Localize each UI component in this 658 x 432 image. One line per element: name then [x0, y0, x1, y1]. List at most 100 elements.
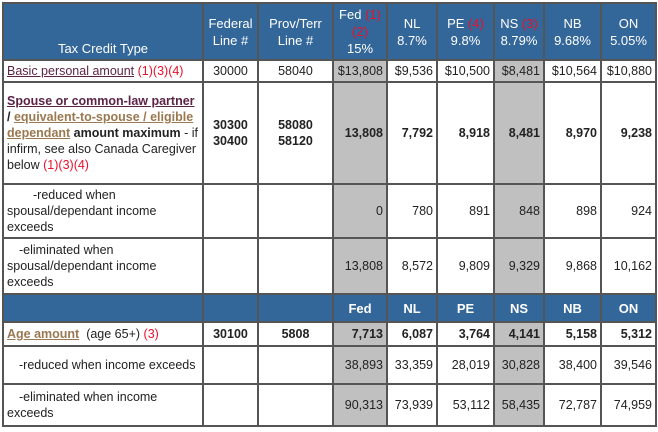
prov-line: 5808 — [257, 321, 334, 347]
t: 30300 — [213, 118, 248, 132]
subheader-ns: NS — [493, 293, 545, 323]
cell: 38,893 — [332, 345, 388, 385]
t: -eliminated when spousal/dependant incom… — [7, 243, 157, 289]
table-row: Spouse or common-law partner / equivalen… — [2, 81, 657, 185]
header-on: ON 5.05% — [600, 2, 657, 61]
cell: 5,312 — [600, 321, 657, 347]
t: Line # — [277, 32, 314, 48]
t: / — [7, 110, 11, 124]
header-pe: PE (4) 9.8% — [436, 2, 495, 61]
t: 8.79% — [500, 32, 538, 48]
empty — [257, 183, 334, 239]
t: ON — [618, 15, 639, 31]
age-amount-link[interactable]: Age amount — [7, 327, 80, 341]
cell: 9,329 — [493, 237, 545, 295]
t: Line # — [212, 32, 249, 48]
cell: 7,792 — [386, 81, 438, 185]
cell: 4,141 — [493, 321, 545, 347]
empty — [202, 383, 259, 427]
row-label: -reduced when spousal/dependant income e… — [2, 183, 204, 239]
prov-line: 58040 — [257, 59, 334, 83]
cell: 5,158 — [543, 321, 602, 347]
cell: 7,713 — [332, 321, 388, 347]
table-row: -reduced when income exceeds 38,893 33,3… — [2, 345, 657, 385]
cell: 8,481 — [493, 81, 545, 185]
t: 30400 — [213, 134, 248, 148]
header-fed-line: Federal Line # — [202, 2, 259, 61]
header-prov-line: Prov/Terr Line # — [257, 2, 334, 61]
empty — [202, 293, 259, 323]
t: 9.8% — [450, 32, 481, 48]
row-label: Spouse or common-law partner / equivalen… — [2, 81, 204, 185]
subheader-nb: NB — [543, 293, 602, 323]
t: 8.7% — [397, 32, 427, 48]
header-ns: NS (3) 8.79% — [493, 2, 545, 61]
t: -reduced when income exceeds — [19, 358, 196, 372]
cell: 8,918 — [436, 81, 495, 185]
table-row: -eliminated when spousal/dependant incom… — [2, 237, 657, 295]
row-label: -eliminated when spousal/dependant incom… — [2, 237, 204, 295]
t: NS — [500, 15, 519, 31]
subheader-pe: PE — [436, 293, 495, 323]
row-label: -reduced when income exceeds — [2, 345, 204, 385]
cell: 13,808 — [332, 237, 388, 295]
cell: 33,359 — [386, 345, 438, 385]
cell: 9,868 — [543, 237, 602, 295]
fed-line: 30000 — [202, 59, 259, 83]
cell: $10,564 — [543, 59, 602, 83]
cell: 72,787 — [543, 383, 602, 427]
empty — [2, 293, 204, 323]
cell: 3,764 — [436, 321, 495, 347]
cell: $8,481 — [493, 59, 545, 83]
t: Federal — [208, 15, 253, 31]
t: 58120 — [278, 134, 313, 148]
cell: $9,536 — [386, 59, 438, 83]
t: NL — [403, 15, 421, 31]
cell: 58,435 — [493, 383, 545, 427]
t: 9.68% — [554, 32, 591, 48]
spouse-link[interactable]: Spouse or common-law partner — [7, 94, 195, 108]
cell: 9,809 — [436, 237, 495, 295]
cell: 39,546 — [600, 345, 657, 385]
empty — [257, 345, 334, 385]
header-nl: NL 8.7% — [386, 2, 438, 61]
cell: 8,572 — [386, 237, 438, 295]
footnote[interactable]: (3) — [521, 15, 538, 31]
footnote[interactable]: (3) — [143, 327, 159, 341]
t: amount maximum — [70, 126, 181, 140]
footnote[interactable]: (1)(3)(4) — [137, 64, 184, 78]
cell: 780 — [386, 183, 438, 239]
table-row: Basic personal amount (1)(3)(4) 30000 58… — [2, 59, 657, 83]
footnote[interactable]: (4) — [468, 15, 484, 31]
prov-line: 58080 58120 — [257, 81, 334, 185]
tax-credit-table: Tax Credit Type Federal Line # Prov/Terr L… — [2, 2, 657, 427]
footnote[interactable]: (1)(2) — [352, 7, 381, 39]
t: 58080 — [278, 118, 313, 132]
cell: 9,238 — [600, 81, 657, 185]
t: - if infirm, see also Canada Caregiver b… — [7, 126, 198, 172]
subheader-nl: NL — [386, 293, 438, 323]
header-type-text: Tax Credit Type — [57, 41, 149, 56]
t: NB — [563, 15, 582, 31]
equivalent-to-spouse-link[interactable]: equivalent-to-spouse / eligible dependan… — [7, 110, 194, 140]
cell: 6,087 — [386, 321, 438, 347]
t: (age 65+) — [86, 327, 141, 341]
t: Prov/Terr — [269, 15, 322, 31]
cell: 30,828 — [493, 345, 545, 385]
t: 15% — [346, 41, 374, 56]
cell: 53,112 — [436, 383, 495, 427]
t: -reduced when spousal/dependant income e… — [7, 188, 157, 234]
basic-personal-amount-link[interactable]: Basic personal amount — [7, 64, 135, 78]
cell: 74,959 — [600, 383, 657, 427]
fed-line: 30300 30400 — [202, 81, 259, 185]
cell: $13,808 — [332, 59, 388, 83]
cell: 924 — [600, 183, 657, 239]
header-fed: Fed (1)(2) 15% — [332, 2, 388, 61]
empty — [202, 237, 259, 295]
cell: 38,400 — [543, 345, 602, 385]
header-nb: NB 9.68% — [543, 2, 602, 61]
t: PE — [447, 15, 465, 31]
footnote[interactable]: (1)(3)(4) — [43, 158, 89, 172]
table-row: Age amount (age 65+) (3) 30100 5808 7,71… — [2, 321, 657, 347]
empty — [202, 345, 259, 385]
